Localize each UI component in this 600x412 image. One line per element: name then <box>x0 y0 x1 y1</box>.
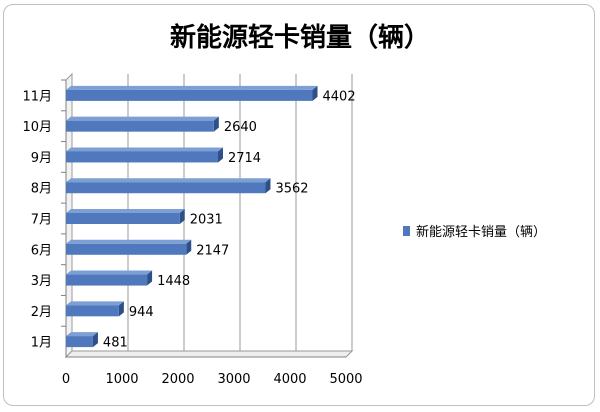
category-label: 10月 <box>22 120 52 135</box>
bar-top <box>66 301 124 306</box>
bar-top <box>66 85 318 90</box>
bar-side <box>186 239 192 255</box>
x-tick-label: 4000 <box>273 372 306 387</box>
legend-label: 新能源轻卡销量（辆） <box>416 224 546 240</box>
category-label: 8月 <box>31 182 52 197</box>
bar-top <box>66 239 192 244</box>
data-label: 2031 <box>190 213 223 228</box>
category-label: 6月 <box>31 243 52 258</box>
bar-top <box>66 209 185 213</box>
category-label: 11月 <box>22 89 52 104</box>
data-label: 1448 <box>157 274 190 289</box>
floor <box>64 350 354 358</box>
bar-top <box>66 116 219 121</box>
bar-top <box>66 332 98 337</box>
bar <box>66 243 187 255</box>
data-label: 2147 <box>196 243 229 258</box>
bar-side <box>118 301 124 317</box>
bar <box>66 120 214 132</box>
chart-frame <box>3 4 595 406</box>
bar-side <box>147 270 153 286</box>
category-label: 7月 <box>31 213 52 228</box>
bar-top <box>66 147 223 152</box>
bar-side <box>217 147 223 163</box>
data-label: 944 <box>129 305 154 320</box>
bar-top <box>66 178 271 183</box>
bar-side <box>213 116 219 132</box>
data-label: 481 <box>103 336 128 351</box>
category-label: 2月 <box>31 305 52 320</box>
data-label: 2640 <box>224 120 257 135</box>
legend: 新能源轻卡销量（辆） <box>403 224 546 240</box>
bar <box>66 213 180 224</box>
bar <box>66 274 148 286</box>
bar <box>66 89 313 101</box>
x-tick-label: 0 <box>62 372 70 387</box>
chart-title: 新能源轻卡销量（辆） <box>170 22 430 53</box>
data-label: 3562 <box>275 182 308 197</box>
bars <box>66 85 318 348</box>
bar-side <box>265 178 271 194</box>
x-tick-label: 1000 <box>105 372 138 387</box>
data-label: 4402 <box>323 89 356 104</box>
bar <box>66 182 266 194</box>
x-tick-label: 5000 <box>329 372 362 387</box>
category-label: 3月 <box>31 274 52 289</box>
bar-top <box>66 270 153 275</box>
category-label: 1月 <box>31 336 52 351</box>
bar-side <box>92 332 98 348</box>
data-label: 2714 <box>228 151 261 166</box>
legend-swatch <box>403 226 410 236</box>
data-labels: 4402 2640 2714 3562 2031 2147 1448 944 481 <box>103 89 356 350</box>
bar-side <box>179 209 185 224</box>
x-tick-label: 3000 <box>217 372 250 387</box>
x-tick-label: 2000 <box>161 372 194 387</box>
bar-side <box>312 85 318 101</box>
bar <box>66 305 119 317</box>
category-label: 9月 <box>31 151 52 166</box>
bar <box>66 151 218 163</box>
bar <box>66 336 93 348</box>
